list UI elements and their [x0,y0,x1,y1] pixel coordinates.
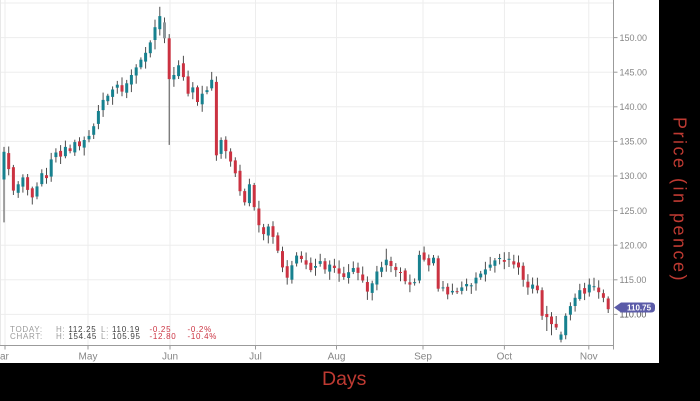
svg-text:TODAY:: TODAY: [10,325,43,334]
svg-text:150.00: 150.00 [620,33,648,43]
svg-text:145.00: 145.00 [620,67,648,77]
svg-text:Oct: Oct [497,352,513,363]
svg-text:H: 112.25: H: 112.25 [56,325,96,334]
svg-text:H: 154.45: H: 154.45 [56,332,97,341]
svg-text:110.75: 110.75 [627,303,652,312]
svg-text:L: 105.95: L: 105.95 [101,332,141,341]
svg-text:-0.2%: -0.2% [188,325,212,334]
svg-text:135.00: 135.00 [620,137,648,147]
svg-text:-10.4%: -10.4% [188,332,218,341]
svg-text:Aug: Aug [328,352,346,363]
svg-text:130.00: 130.00 [620,171,648,181]
svg-text:CHART:: CHART: [10,332,43,341]
svg-text:140.00: 140.00 [620,102,648,112]
svg-text:125.00: 125.00 [620,206,648,216]
svg-text:120.00: 120.00 [620,240,648,250]
svg-text:May: May [79,352,98,363]
svg-text:-0.25: -0.25 [150,325,172,334]
svg-text:-12.80: -12.80 [150,332,177,341]
svg-text:110.00: 110.00 [620,310,647,320]
svg-text:ar: ar [0,352,10,363]
svg-text:115.00: 115.00 [620,275,647,285]
svg-text:Jun: Jun [162,352,178,363]
svg-text:Nov: Nov [580,352,598,363]
svg-text:L: 110.19: L: 110.19 [101,325,140,334]
svg-text:Sep: Sep [414,352,432,363]
svg-text:Jul: Jul [249,352,262,363]
